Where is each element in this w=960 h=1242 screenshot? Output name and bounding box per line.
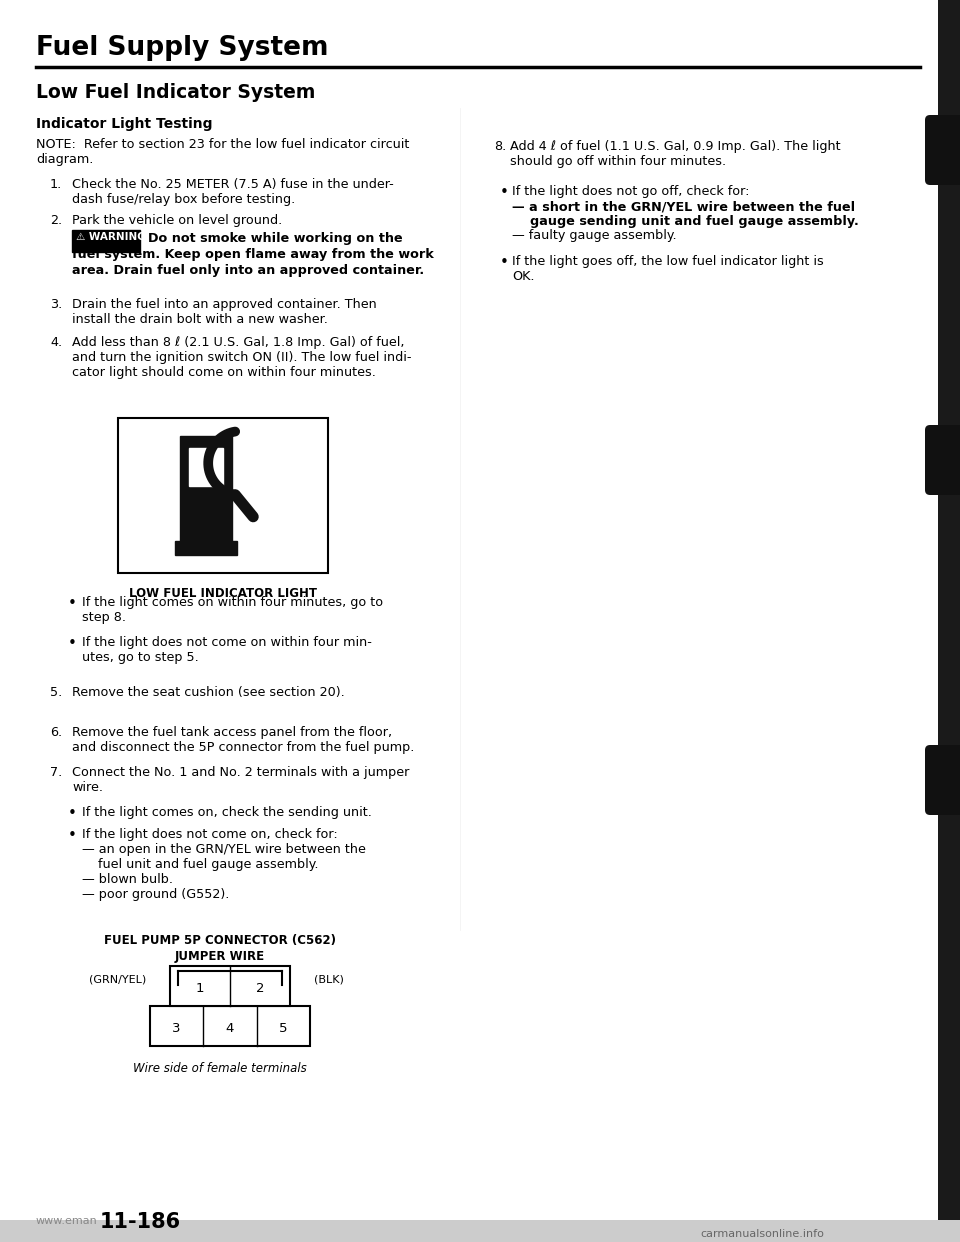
Text: 3.: 3. <box>50 298 62 310</box>
Text: •: • <box>68 828 77 843</box>
Text: 4: 4 <box>226 1022 234 1036</box>
Text: •: • <box>500 255 509 270</box>
Bar <box>938 0 960 1242</box>
Bar <box>0 1220 960 1242</box>
Text: ⚠ WARNING: ⚠ WARNING <box>76 232 146 242</box>
Text: (GRN/YEL): (GRN/YEL) <box>88 975 146 985</box>
Text: www.eman: www.eman <box>36 1216 98 1226</box>
Bar <box>118 419 328 573</box>
FancyBboxPatch shape <box>925 116 960 185</box>
Text: Add 4 ℓ of fuel (1.1 U.S. Gal, 0.9 Imp. Gal). The light
should go off within fou: Add 4 ℓ of fuel (1.1 U.S. Gal, 0.9 Imp. … <box>510 140 841 168</box>
Text: •: • <box>68 636 77 651</box>
Text: — faulty gauge assembly.: — faulty gauge assembly. <box>512 229 677 242</box>
Text: 2: 2 <box>255 982 264 996</box>
Text: JUMPER WIRE: JUMPER WIRE <box>175 950 265 963</box>
Text: If the light comes on within four minutes, go to
step 8.: If the light comes on within four minute… <box>82 596 383 623</box>
Text: If the light does not come on within four min-
utes, go to step 5.: If the light does not come on within fou… <box>82 636 372 664</box>
Text: 2.: 2. <box>50 214 62 227</box>
Text: •: • <box>68 596 77 611</box>
Text: gauge sending unit and fuel gauge assembly.: gauge sending unit and fuel gauge assemb… <box>512 215 859 229</box>
Text: Add less than 8 ℓ (2.1 U.S. Gal, 1.8 Imp. Gal) of fuel,
and turn the ignition sw: Add less than 8 ℓ (2.1 U.S. Gal, 1.8 Imp… <box>72 337 412 379</box>
Text: 7.: 7. <box>50 766 62 779</box>
Text: 6.: 6. <box>50 727 62 739</box>
Text: Drain the fuel into an approved container. Then
install the drain bolt with a ne: Drain the fuel into an approved containe… <box>72 298 376 325</box>
Text: FUEL PUMP 5P CONNECTOR (C562): FUEL PUMP 5P CONNECTOR (C562) <box>104 934 336 946</box>
FancyBboxPatch shape <box>925 745 960 815</box>
Text: 5.: 5. <box>50 686 62 699</box>
Text: area. Drain fuel only into an approved container.: area. Drain fuel only into an approved c… <box>72 265 424 277</box>
Text: 4.: 4. <box>50 337 62 349</box>
Text: 8.: 8. <box>494 140 506 153</box>
Text: Check the No. 25 METER (7.5 A) fuse in the under-
dash fuse/relay box before tes: Check the No. 25 METER (7.5 A) fuse in t… <box>72 178 394 206</box>
Text: LOW FUEL INDICATOR LIGHT: LOW FUEL INDICATOR LIGHT <box>129 587 317 600</box>
Text: (BLK): (BLK) <box>314 975 344 985</box>
Bar <box>175 542 237 555</box>
Text: If the light goes off, the low fuel indicator light is
OK.: If the light goes off, the low fuel indi… <box>512 255 824 283</box>
Text: If the light comes on, check the sending unit.: If the light comes on, check the sending… <box>82 806 372 818</box>
Bar <box>150 1006 310 1046</box>
Bar <box>170 966 290 1006</box>
Text: — a short in the GRN/YEL wire between the fuel: — a short in the GRN/YEL wire between th… <box>512 201 855 214</box>
Text: 1.: 1. <box>50 178 62 191</box>
FancyBboxPatch shape <box>925 425 960 496</box>
Text: Indicator Light Testing: Indicator Light Testing <box>36 117 212 130</box>
Text: NOTE:  Refer to section 23 for the low fuel indicator circuit
diagram.: NOTE: Refer to section 23 for the low fu… <box>36 138 409 166</box>
Text: 11-186: 11-186 <box>100 1212 181 1232</box>
Text: 5: 5 <box>279 1022 288 1036</box>
Text: Remove the seat cushion (see section 20).: Remove the seat cushion (see section 20)… <box>72 686 345 699</box>
Text: carmanualsonline.info: carmanualsonline.info <box>700 1230 824 1240</box>
Text: fuel system. Keep open flame away from the work: fuel system. Keep open flame away from t… <box>72 248 434 261</box>
Text: Remove the fuel tank access panel from the floor,
and disconnect the 5P connecto: Remove the fuel tank access panel from t… <box>72 727 415 754</box>
Text: If the light does not go off, check for:: If the light does not go off, check for: <box>512 185 750 197</box>
Bar <box>180 436 232 542</box>
Text: If the light does not come on, check for:
— an open in the GRN/YEL wire between : If the light does not come on, check for… <box>82 828 366 900</box>
Text: 1: 1 <box>196 982 204 996</box>
Text: Connect the No. 1 and No. 2 terminals with a jumper
wire.: Connect the No. 1 and No. 2 terminals wi… <box>72 766 409 794</box>
Text: •: • <box>500 185 509 200</box>
Text: Do not smoke while working on the: Do not smoke while working on the <box>148 232 402 245</box>
Text: Low Fuel Indicator System: Low Fuel Indicator System <box>36 83 316 102</box>
Bar <box>189 448 223 486</box>
Text: 3: 3 <box>173 1022 180 1036</box>
Text: Fuel Supply System: Fuel Supply System <box>36 35 328 61</box>
Text: •: • <box>68 806 77 821</box>
Text: Wire side of female terminals: Wire side of female terminals <box>133 1062 307 1076</box>
Bar <box>72 230 140 252</box>
Text: Park the vehicle on level ground.: Park the vehicle on level ground. <box>72 214 282 227</box>
